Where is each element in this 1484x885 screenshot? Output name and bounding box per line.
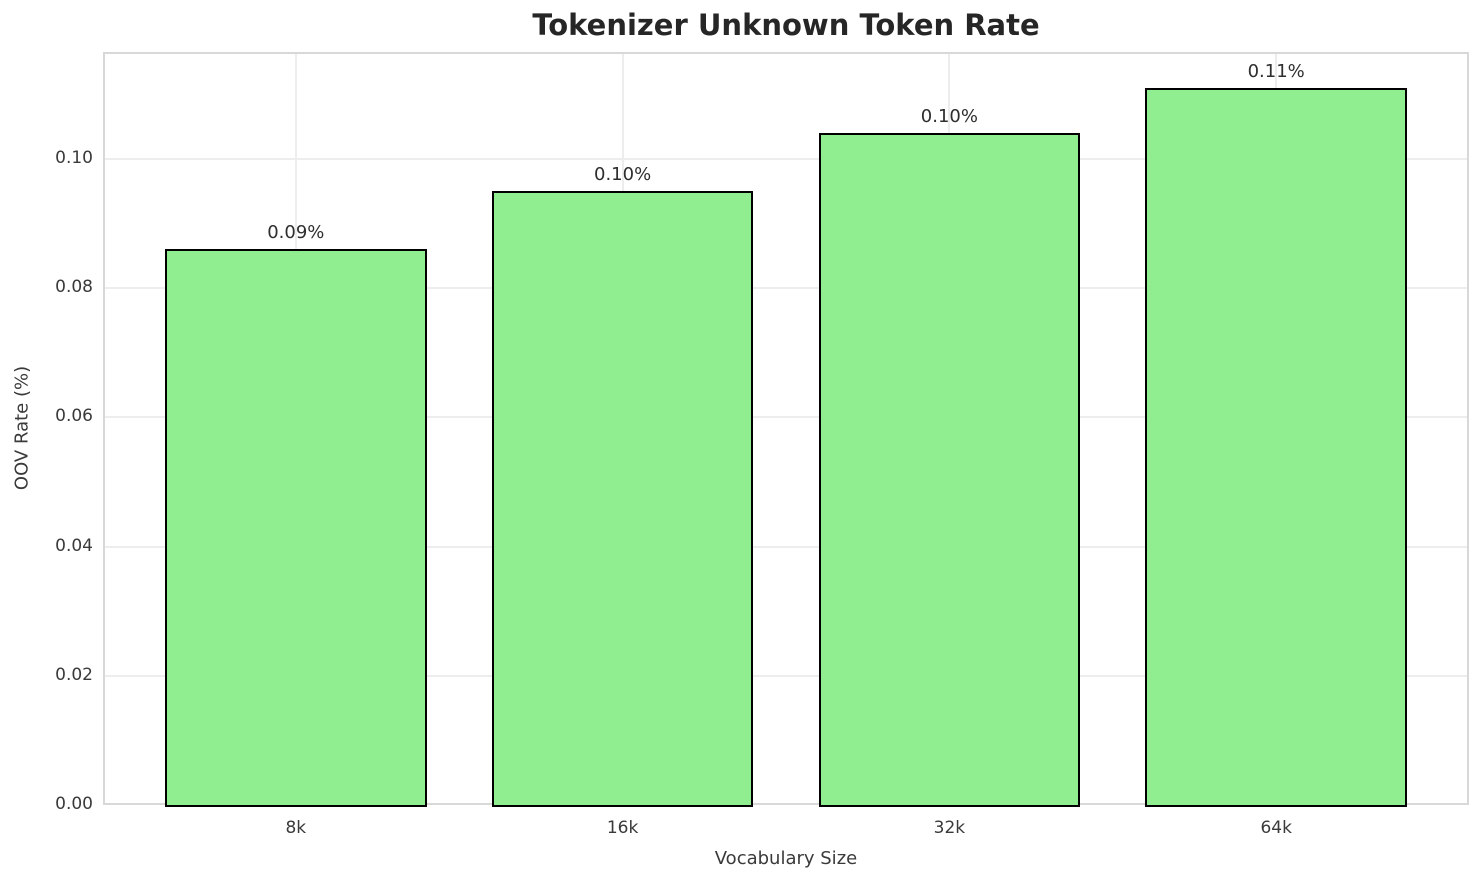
bar-value-label: 0.09% [267,222,325,244]
chart-title: Tokenizer Unknown Token Rate [532,8,1040,42]
bar-value-label: 0.11% [1247,60,1305,82]
y-axis-title: OOV Rate (%) [11,365,33,491]
h-gridline [105,545,1467,548]
h-gridline [105,287,1467,290]
x-axis-title: Vocabulary Size [714,848,858,869]
bar-64k [1145,87,1407,807]
bar-16k [491,191,754,807]
bar-value-label: 0.10% [920,106,978,128]
x-tick-label: 16k [606,818,639,838]
y-tick-label: 0.00 [55,794,93,814]
y-tick-label: 0.08 [55,277,93,298]
y-tick-label: 0.06 [55,406,93,427]
y-tick-label: 0.04 [55,535,93,556]
y-tick-label: 0.02 [55,664,93,685]
h-gridline [105,674,1467,677]
bar-value-label: 0.10% [594,164,652,186]
h-gridline [105,157,1467,160]
bar-32k [818,133,1081,807]
x-tick-label: 8k [285,818,307,838]
y-tick-label: 0.10 [55,147,93,168]
x-tick-label: 32k [933,818,966,838]
h-gridline [105,416,1467,419]
bar-8k [165,249,427,807]
x-tick-label: 64k [1260,818,1292,838]
